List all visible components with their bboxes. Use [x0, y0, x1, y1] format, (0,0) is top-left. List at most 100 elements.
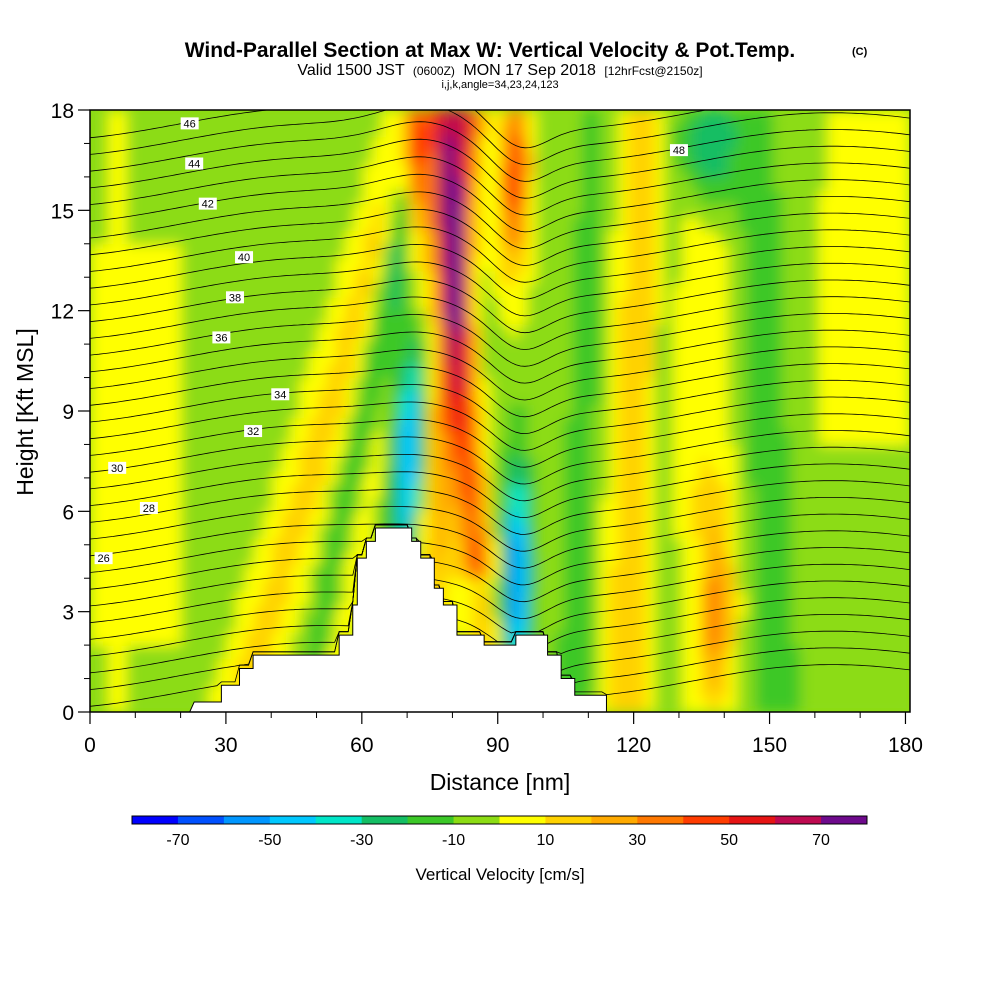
velocity-cell — [855, 364, 866, 379]
velocity-cell — [153, 364, 164, 379]
velocity-cell — [326, 337, 337, 352]
velocity-cell — [709, 457, 720, 472]
velocity-cell — [144, 538, 155, 553]
velocity-cell — [117, 698, 128, 712]
velocity-cell — [591, 377, 601, 392]
velocity-cell — [609, 364, 620, 379]
velocity-cell — [818, 257, 829, 272]
velocity-cell — [545, 310, 556, 325]
velocity-cell — [809, 538, 820, 553]
velocity-cell — [254, 444, 264, 459]
velocity-cell — [664, 685, 674, 700]
velocity-cell — [190, 243, 200, 258]
velocity-cell — [500, 377, 510, 392]
velocity-cell — [217, 457, 228, 472]
velocity-cell — [755, 270, 765, 285]
velocity-cell — [418, 270, 428, 285]
velocity-cell — [99, 404, 109, 419]
velocity-cell — [317, 444, 328, 459]
velocity-cell — [727, 324, 738, 339]
velocity-cell — [764, 163, 774, 178]
velocity-cell — [99, 163, 109, 178]
velocity-cell — [354, 484, 364, 499]
velocity-cell — [518, 551, 528, 566]
velocity-cell — [618, 243, 629, 258]
velocity-cell — [244, 457, 255, 472]
velocity-cell — [636, 658, 647, 673]
velocity-cell — [718, 257, 729, 272]
x-tick-label: 150 — [752, 734, 787, 757]
velocity-cell — [636, 551, 647, 566]
velocity-cell — [99, 431, 109, 446]
velocity-cell — [727, 404, 738, 419]
velocity-cell — [117, 324, 128, 339]
velocity-cell — [509, 257, 519, 272]
velocity-cell — [299, 390, 310, 405]
velocity-cell — [90, 190, 100, 205]
velocity-cell — [281, 350, 292, 365]
velocity-cell — [463, 217, 474, 231]
velocity-cell — [764, 230, 774, 245]
velocity-cell — [263, 457, 273, 472]
velocity-cell — [664, 471, 674, 486]
velocity-cell — [345, 257, 355, 272]
velocity-cell — [846, 471, 856, 486]
velocity-cell — [736, 618, 747, 633]
velocity-cell — [199, 685, 210, 700]
velocity-cell — [518, 511, 528, 526]
velocity-cell — [627, 417, 638, 432]
velocity-cell — [281, 631, 292, 646]
velocity-cell — [618, 257, 629, 272]
velocity-cell — [308, 497, 319, 512]
velocity-cell — [736, 270, 747, 285]
velocity-cell — [809, 123, 820, 138]
velocity-cell — [317, 564, 328, 579]
velocity-cell — [172, 257, 182, 272]
velocity-cell — [609, 618, 620, 633]
velocity-cell — [345, 324, 355, 339]
velocity-cell — [582, 564, 592, 579]
velocity-cell — [463, 230, 474, 245]
velocity-cell — [572, 270, 583, 285]
velocity-cell — [181, 123, 191, 138]
colorbar-bin — [545, 816, 592, 824]
velocity-cell — [855, 551, 866, 566]
velocity-cell — [345, 377, 355, 392]
velocity-cell — [162, 604, 173, 619]
velocity-cell — [673, 484, 683, 499]
velocity-cell — [463, 417, 474, 432]
velocity-cell — [746, 230, 756, 245]
velocity-cell — [135, 457, 146, 472]
velocity-cell — [199, 150, 210, 165]
velocity-cell — [736, 471, 747, 486]
velocity-cell — [208, 257, 219, 272]
velocity-cell — [673, 123, 683, 138]
velocity-cell — [554, 471, 565, 486]
velocity-cell — [363, 350, 374, 365]
velocity-cell — [709, 698, 720, 712]
velocity-cell — [500, 524, 510, 539]
velocity-cell — [463, 176, 474, 191]
velocity-cell — [272, 417, 282, 432]
velocity-cell — [618, 310, 629, 325]
velocity-cell — [117, 404, 128, 419]
velocity-cell — [891, 136, 902, 151]
velocity-cell — [500, 324, 510, 339]
velocity-cell — [172, 310, 182, 325]
velocity-cell — [135, 390, 146, 405]
velocity-cell — [900, 551, 910, 566]
velocity-cell — [554, 564, 565, 579]
velocity-cell — [172, 243, 182, 258]
velocity-cell — [509, 136, 519, 151]
velocity-cell — [372, 350, 383, 365]
velocity-cell — [837, 431, 847, 446]
velocity-cell — [582, 417, 592, 432]
velocity-cell — [172, 431, 182, 446]
velocity-cell — [654, 551, 665, 566]
velocity-cell — [317, 283, 328, 298]
velocity-cell — [345, 364, 355, 379]
velocity-cell — [882, 297, 893, 312]
velocity-cell — [399, 417, 410, 432]
velocity-cell — [372, 297, 383, 312]
velocity-cell — [299, 604, 310, 619]
